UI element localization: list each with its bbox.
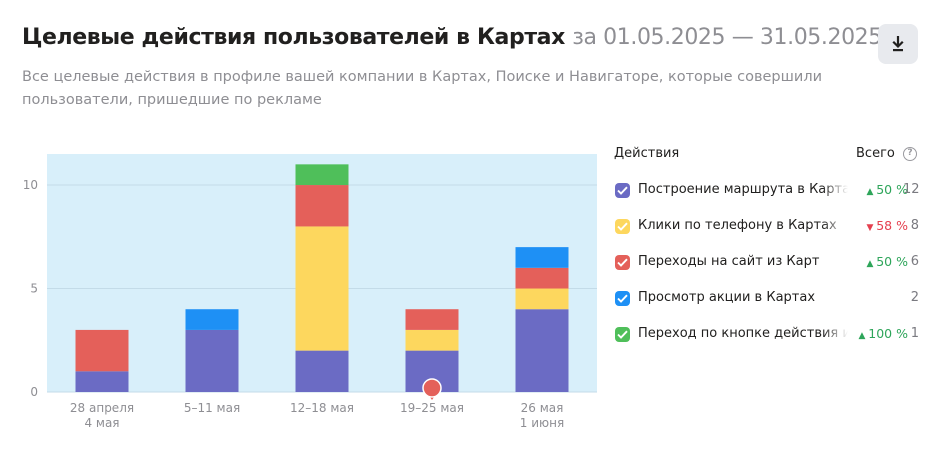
bar-segment[interactable] — [75, 329, 129, 372]
bar-segment[interactable] — [295, 350, 349, 392]
bar-segment[interactable] — [515, 309, 569, 392]
bar-segment[interactable] — [295, 226, 349, 351]
checkbox-checked-icon[interactable] — [615, 255, 630, 270]
legend-item-total: 12 — [903, 182, 920, 197]
bar-segment[interactable] — [515, 247, 569, 268]
x-tick-label: 19–25 мая — [400, 401, 464, 415]
page-subtitle: Все целевые действия в профиле вашей ком… — [22, 69, 823, 108]
download-button[interactable] — [878, 24, 918, 64]
arrow-down-icon: ▼ — [866, 223, 877, 233]
page-title: Целевые действия пользователей в Картах … — [22, 25, 882, 50]
actions-column-header: Действия — [614, 146, 680, 161]
legend-item-label: Переходы на сайт из Карт — [638, 254, 848, 269]
legend-item-label: Переход по кнопке действия из Карт — [638, 326, 848, 341]
arrow-up-icon: ▲ — [866, 259, 877, 269]
bar-segment[interactable] — [515, 267, 569, 289]
legend-item[interactable]: Построение маршрута в Картах ▲ 50 % 12 — [614, 180, 924, 202]
bar-segment[interactable] — [295, 164, 349, 186]
legend-item-label: Клики по телефону в Картах — [638, 218, 848, 233]
legend-item-label: Просмотр акции в Картах — [638, 290, 848, 305]
arrow-up-icon: ▲ — [858, 331, 869, 341]
download-icon — [892, 36, 904, 52]
legend-item[interactable]: Просмотр акции в Картах 2 — [614, 288, 924, 310]
legend-item-total: 1 — [910, 326, 919, 341]
total-column-header: Всего — [856, 146, 895, 161]
bar-segment[interactable] — [295, 185, 349, 227]
bar-segment[interactable] — [185, 309, 239, 330]
legend-item-label: Построение маршрута в Картах — [638, 182, 848, 197]
legend-item-change: ▲ 100 % — [858, 326, 908, 341]
checkbox-checked-icon[interactable] — [615, 291, 630, 306]
x-tick-label: 4 мая — [84, 416, 119, 430]
title-text: Целевые действия пользователей в Картах — [22, 25, 565, 50]
x-tick-label: 28 апреля — [70, 401, 134, 415]
legend-item-change: ▼ 58 % — [866, 218, 908, 233]
bar-segment[interactable] — [185, 329, 239, 392]
event-marker-icon[interactable] — [422, 378, 442, 400]
legend-item-change: ▲ 50 % — [866, 182, 908, 197]
legend-item-total: 2 — [910, 290, 919, 305]
bar-segment[interactable] — [75, 371, 129, 392]
bar-segment[interactable] — [515, 288, 569, 310]
legend-item[interactable]: Переход по кнопке действия из Карт ▲ 100 … — [614, 324, 924, 346]
legend-item-total: 8 — [910, 218, 919, 233]
legend-item-change: ▲ 50 % — [866, 254, 908, 269]
x-tick-label: 26 мая — [521, 401, 564, 415]
legend-item-total: 6 — [910, 254, 919, 269]
legend-item[interactable]: Переходы на сайт из Карт ▲ 50 % 6 — [614, 252, 924, 274]
bar-segment[interactable] — [405, 309, 459, 330]
x-tick-label: 5–11 мая — [184, 401, 240, 415]
arrow-up-icon: ▲ — [866, 187, 877, 197]
y-tick-label: 10 — [23, 178, 38, 192]
x-tick-label: 12–18 мая — [290, 401, 354, 415]
y-tick-label: 5 — [30, 282, 38, 296]
checkbox-checked-icon[interactable] — [615, 327, 630, 342]
bar-segment[interactable] — [405, 329, 459, 351]
checkbox-checked-icon[interactable] — [615, 183, 630, 198]
x-tick-label: 1 июня — [520, 416, 564, 430]
title-period: за 01.05.2025 — 31.05.2025 — [572, 25, 882, 50]
help-icon[interactable]: ? — [903, 147, 917, 161]
y-tick-label: 0 — [30, 385, 38, 399]
legend-item[interactable]: Клики по телефону в Картах ▼ 58 % 8 — [614, 216, 924, 238]
checkbox-checked-icon[interactable] — [615, 219, 630, 234]
